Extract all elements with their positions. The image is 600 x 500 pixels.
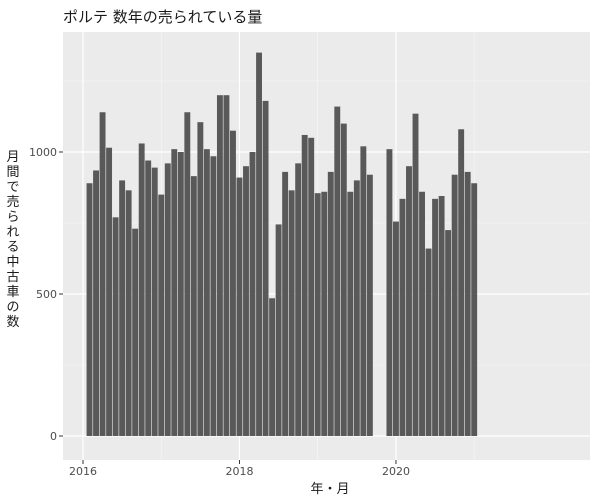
bar bbox=[451, 174, 458, 436]
bar bbox=[236, 177, 243, 436]
bar bbox=[112, 217, 119, 436]
bar bbox=[158, 194, 165, 436]
bar bbox=[301, 134, 308, 436]
bar bbox=[184, 112, 191, 437]
bar bbox=[151, 167, 158, 436]
bar bbox=[360, 146, 367, 436]
bar bbox=[125, 190, 132, 436]
bar bbox=[164, 163, 171, 437]
bar bbox=[171, 149, 178, 436]
bar bbox=[256, 52, 262, 436]
bar bbox=[406, 166, 412, 436]
bar bbox=[119, 180, 126, 436]
bar bbox=[308, 137, 315, 437]
bar bbox=[243, 166, 249, 436]
bar bbox=[399, 198, 406, 436]
bar bbox=[197, 122, 204, 437]
bar bbox=[93, 170, 99, 436]
bar bbox=[471, 183, 478, 436]
chart-title: ポルテ 数年の売られている量 bbox=[63, 8, 263, 26]
bar bbox=[340, 123, 347, 436]
bar bbox=[145, 160, 152, 436]
bar bbox=[412, 113, 419, 436]
y-tick-label: 0 bbox=[50, 430, 57, 443]
bar bbox=[275, 224, 282, 436]
bar bbox=[230, 130, 236, 436]
bar bbox=[282, 171, 289, 436]
bar bbox=[138, 143, 145, 437]
bar bbox=[223, 95, 230, 436]
bar bbox=[425, 248, 432, 436]
bar bbox=[106, 147, 113, 437]
bars bbox=[86, 52, 478, 437]
x-tick-label: 2016 bbox=[69, 465, 97, 478]
bar bbox=[321, 191, 328, 436]
bar bbox=[464, 171, 471, 436]
x-tick-label: 2020 bbox=[382, 465, 410, 478]
bar bbox=[99, 112, 106, 437]
bar bbox=[458, 129, 465, 436]
bar bbox=[432, 198, 439, 436]
bar bbox=[132, 228, 139, 436]
y-tick-label: 500 bbox=[36, 288, 57, 301]
bar bbox=[216, 95, 223, 436]
bar bbox=[353, 180, 360, 436]
bar bbox=[269, 298, 276, 436]
bar bbox=[438, 196, 445, 436]
bar bbox=[203, 149, 210, 436]
bar bbox=[314, 193, 321, 436]
bar bbox=[386, 149, 393, 436]
bar bbox=[210, 156, 217, 436]
bar bbox=[190, 176, 197, 436]
y-axis-label: 月間で売られる中古車 の数 bbox=[6, 150, 20, 330]
bar bbox=[445, 230, 452, 436]
bar bbox=[393, 221, 399, 436]
bar bbox=[177, 152, 184, 436]
bar bbox=[262, 100, 269, 436]
bar bbox=[249, 152, 256, 436]
x-tick-label: 2018 bbox=[225, 465, 253, 478]
bar bbox=[419, 191, 425, 436]
axis-ticks: 0 500 1000 2016 2018 2020 bbox=[29, 146, 410, 478]
bar bbox=[327, 171, 334, 436]
bar bbox=[295, 163, 302, 437]
bar bbox=[347, 191, 354, 436]
bar bbox=[366, 174, 373, 436]
bar bbox=[86, 183, 93, 436]
y-tick-label: 1000 bbox=[29, 146, 57, 159]
bar bbox=[288, 190, 295, 436]
bar bbox=[334, 106, 341, 436]
x-axis-label: 年・月 bbox=[310, 482, 350, 497]
